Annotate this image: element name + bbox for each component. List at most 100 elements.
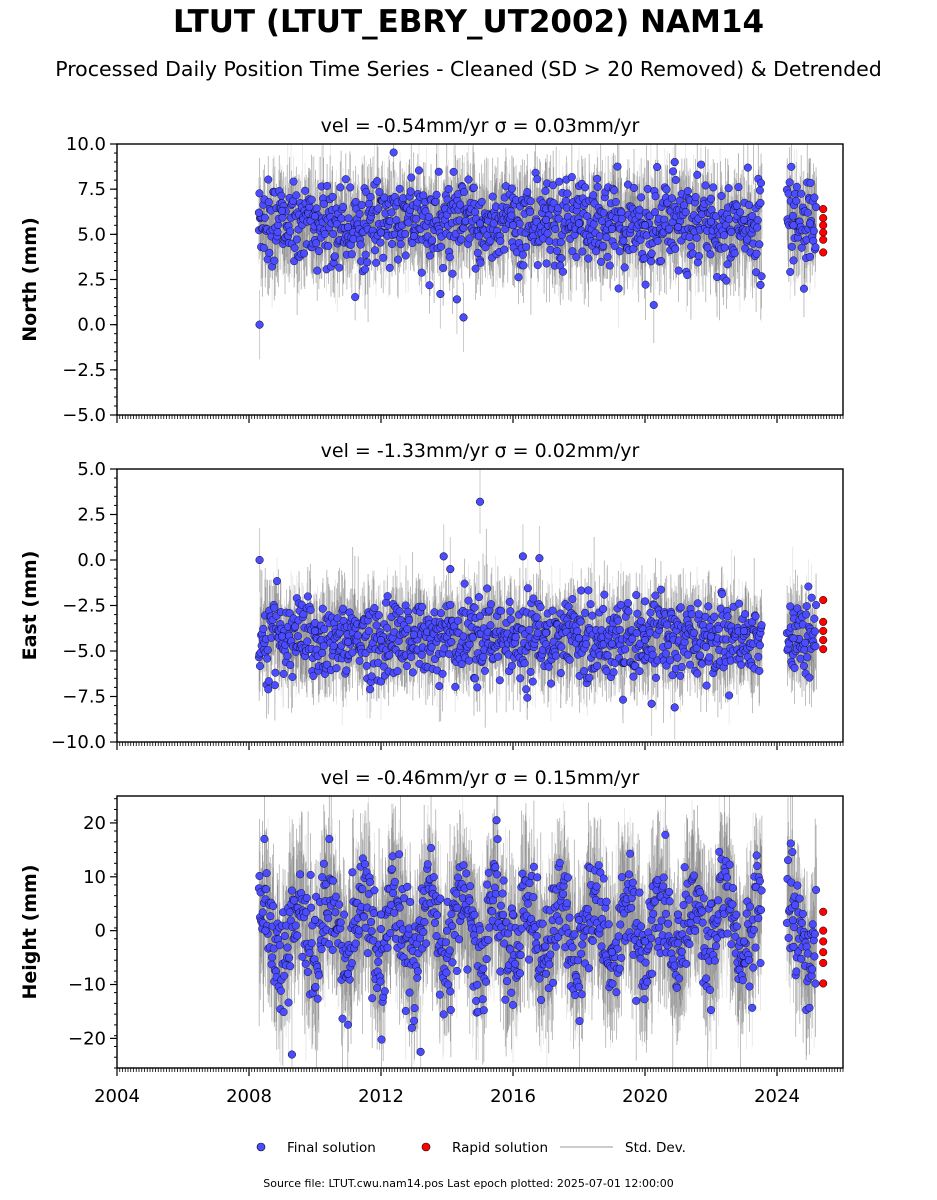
final-point: [290, 243, 299, 252]
final-point: [630, 183, 639, 192]
final-point: [428, 236, 437, 245]
final-point: [396, 240, 405, 249]
final-point: [755, 240, 764, 249]
panel-plot-area: [254, 469, 828, 740]
final-point: [300, 249, 309, 258]
final-point: [732, 201, 741, 210]
final-point: [401, 229, 410, 238]
final-point: [598, 217, 607, 226]
final-point: [389, 148, 398, 157]
final-point: [667, 194, 676, 203]
final-point: [488, 192, 497, 201]
figure-subtitle: Processed Daily Position Time Series - C…: [55, 57, 882, 81]
final-point: [324, 241, 333, 250]
final-point: [555, 177, 564, 186]
final-point: [351, 293, 360, 302]
final-point: [543, 229, 552, 238]
final-point: [542, 259, 551, 268]
final-point: [379, 253, 388, 262]
final-point: [273, 228, 282, 237]
final-point: [508, 221, 518, 230]
y-tick-label: 2.5: [77, 270, 106, 291]
final-point: [744, 200, 753, 209]
final-point: [589, 191, 598, 200]
final-point: [507, 184, 516, 193]
final-point: [523, 188, 532, 197]
final-point: [707, 194, 716, 203]
final-point: [614, 284, 623, 293]
y-tick-label: 0.0: [77, 315, 106, 336]
final-point: [404, 218, 413, 227]
final-point: [650, 208, 659, 217]
final-point: [409, 232, 419, 241]
final-point: [328, 192, 337, 201]
final-point: [701, 181, 710, 190]
final-point: [518, 250, 527, 259]
final-point: [665, 224, 674, 233]
final-point: [789, 221, 798, 230]
final-point: [425, 281, 434, 290]
final-point: [671, 175, 680, 184]
final-point: [387, 208, 396, 217]
final-point: [265, 248, 274, 257]
final-point: [414, 166, 423, 175]
final-point: [653, 236, 662, 245]
final-point: [431, 197, 440, 206]
final-point: [445, 253, 454, 262]
final-point: [584, 254, 593, 263]
final-point: [449, 167, 458, 176]
rapid-point: [819, 214, 828, 223]
final-point: [556, 238, 565, 247]
final-point: [436, 289, 445, 299]
final-point: [406, 187, 415, 196]
final-point: [786, 267, 795, 276]
final-point: [254, 208, 263, 217]
final-point: [788, 211, 797, 220]
final-point: [277, 206, 287, 215]
final-point: [691, 193, 700, 202]
final-point: [526, 207, 535, 216]
final-point: [617, 214, 626, 223]
final-point: [277, 191, 286, 200]
final-point: [264, 175, 273, 184]
final-point: [439, 263, 448, 272]
final-point: [753, 223, 762, 232]
final-point: [373, 177, 382, 186]
final-point: [557, 254, 566, 263]
final-point: [757, 272, 766, 281]
final-point: [551, 225, 560, 234]
final-point: [563, 189, 572, 198]
final-point: [806, 252, 815, 261]
final-point: [752, 249, 761, 258]
final-point: [662, 185, 671, 194]
final-point: [595, 232, 604, 241]
final-point: [709, 183, 718, 192]
final-point: [692, 233, 701, 242]
final-point: [725, 215, 734, 224]
final-point: [312, 239, 321, 248]
final-point: [803, 208, 812, 217]
final-point: [312, 204, 321, 213]
final-point: [724, 184, 733, 193]
final-point: [651, 192, 660, 201]
final-point: [375, 187, 384, 196]
final-point: [602, 233, 611, 242]
x-axis: [116, 415, 844, 423]
final-point: [615, 247, 624, 256]
final-point: [335, 263, 344, 272]
final-point: [635, 205, 644, 214]
final-point: [611, 197, 620, 206]
final-point: [364, 199, 373, 208]
final-solution-points: [254, 148, 821, 329]
final-point: [343, 223, 353, 232]
final-point: [289, 177, 298, 186]
final-point: [270, 256, 279, 265]
final-point: [507, 211, 516, 220]
final-point: [460, 188, 469, 197]
final-point: [361, 265, 370, 274]
panel-plot-area: [254, 144, 828, 360]
final-point: [486, 236, 495, 245]
final-point: [620, 263, 629, 272]
final-point: [641, 280, 650, 289]
